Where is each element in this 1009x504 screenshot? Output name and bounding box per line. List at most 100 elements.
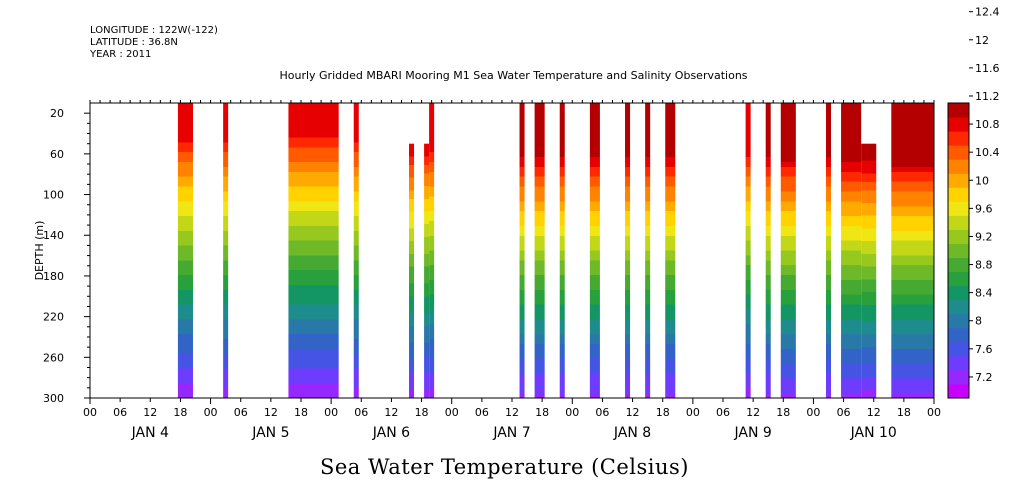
colorbar-label: 7.6 bbox=[975, 343, 993, 356]
data-segment bbox=[519, 103, 525, 398]
colorbar-band bbox=[948, 131, 969, 146]
x-tick-label: 12 bbox=[505, 406, 519, 419]
data-segment bbox=[424, 143, 430, 398]
colorbar-band bbox=[948, 355, 969, 371]
colorbar-label: 12 bbox=[975, 34, 989, 47]
colorbar-label: 8.8 bbox=[975, 259, 993, 272]
x-tick-label: 12 bbox=[143, 406, 157, 419]
colorbar-band bbox=[948, 383, 969, 399]
data-segment bbox=[625, 103, 631, 398]
data-segment bbox=[589, 103, 600, 398]
day-label: JAN 5 bbox=[251, 425, 289, 441]
colorbar-label: 8 bbox=[975, 315, 982, 328]
colorbar-band bbox=[948, 159, 969, 174]
x-tick-label: 12 bbox=[384, 406, 398, 419]
x-axis-title: Sea Water Temperature (Celsius) bbox=[319, 455, 689, 479]
data-segment bbox=[534, 103, 545, 398]
colorbar-label: 10 bbox=[975, 174, 989, 187]
x-tick-label: 18 bbox=[776, 406, 790, 419]
data-segment bbox=[353, 103, 359, 398]
colorbar-label: 12.4 bbox=[975, 6, 1000, 19]
longitude-label: LONGITUDE : 122W(-122) bbox=[90, 25, 218, 36]
colorbar-label: 7.2 bbox=[975, 371, 993, 384]
colorbar-band bbox=[948, 341, 969, 357]
colorbar-frame bbox=[947, 102, 970, 399]
data-segment bbox=[223, 103, 229, 398]
colorbar-band bbox=[948, 173, 969, 188]
x-tick-label: 06 bbox=[475, 406, 489, 419]
chart-title: Hourly Gridded MBARI Mooring M1 Sea Wate… bbox=[279, 69, 748, 82]
day-label: JAN 10 bbox=[850, 425, 897, 441]
x-tick-label: 00 bbox=[445, 406, 459, 419]
x-tick-label: 00 bbox=[806, 406, 820, 419]
y-tick-label: 20 bbox=[50, 107, 64, 120]
y-tick-label: 260 bbox=[43, 351, 64, 364]
x-tick-label: 18 bbox=[656, 406, 670, 419]
colorbar-band bbox=[948, 103, 969, 118]
data-segment bbox=[765, 103, 771, 398]
data-segment bbox=[665, 103, 676, 398]
x-tick-label: 00 bbox=[324, 406, 338, 419]
day-label: JAN 8 bbox=[613, 425, 651, 441]
colorbar-label: 10.4 bbox=[975, 146, 1000, 159]
data-segment bbox=[288, 103, 339, 398]
x-tick-label: 12 bbox=[746, 406, 760, 419]
colorbar-label: 11.2 bbox=[975, 90, 1000, 103]
x-tick-label: 18 bbox=[535, 406, 549, 419]
latitude-label: LATITUDE : 36.8N bbox=[90, 37, 178, 48]
x-tick-label: 06 bbox=[837, 406, 851, 419]
colorbar-band bbox=[948, 215, 969, 230]
x-tick-label: 18 bbox=[173, 406, 187, 419]
x-tick-label: 18 bbox=[415, 406, 429, 419]
y-axis-label: DEPTH (m) bbox=[33, 221, 46, 281]
x-tick-label: 06 bbox=[113, 406, 127, 419]
x-tick-label: 00 bbox=[565, 406, 579, 419]
data-segment bbox=[780, 103, 796, 398]
y-tick-label: 180 bbox=[43, 270, 64, 283]
y-tick-label: 60 bbox=[50, 148, 64, 161]
data-segment bbox=[891, 103, 934, 398]
x-tick-label: 12 bbox=[867, 406, 881, 419]
y-tick-label: 140 bbox=[43, 229, 64, 242]
y-tick-label: 300 bbox=[43, 392, 64, 405]
data-segment bbox=[861, 143, 877, 398]
year-label: YEAR : 2011 bbox=[90, 49, 152, 60]
x-tick-label: 00 bbox=[927, 406, 941, 419]
colorbar-band bbox=[948, 117, 969, 132]
data-segment bbox=[825, 103, 832, 398]
data-segment bbox=[429, 103, 435, 398]
day-label: JAN 4 bbox=[131, 425, 169, 441]
x-tick-label: 06 bbox=[234, 406, 248, 419]
x-tick-label: 00 bbox=[686, 406, 700, 419]
x-tick-label: 06 bbox=[595, 406, 609, 419]
data-segment bbox=[645, 103, 651, 398]
colorbar-band bbox=[948, 369, 969, 385]
colorbar-band bbox=[948, 257, 969, 273]
colorbar-band bbox=[948, 243, 969, 259]
x-tick-label: 00 bbox=[83, 406, 97, 419]
y-tick-label: 220 bbox=[43, 311, 64, 324]
colorbar-band bbox=[948, 187, 969, 202]
data-segment bbox=[841, 103, 862, 398]
x-tick-label: 12 bbox=[264, 406, 278, 419]
colorbar-band bbox=[948, 145, 969, 160]
colorbar-band bbox=[948, 271, 969, 287]
data-segment bbox=[409, 143, 415, 398]
colorbar-label: 8.4 bbox=[975, 287, 993, 300]
plot-frame bbox=[89, 102, 935, 399]
colorbar-label: 10.8 bbox=[975, 118, 1000, 131]
x-tick-label: 18 bbox=[294, 406, 308, 419]
colorbar-band bbox=[948, 313, 969, 329]
colorbar-band bbox=[948, 201, 969, 216]
colorbar-label: 11.6 bbox=[975, 62, 1000, 75]
y-tick-label: 100 bbox=[43, 189, 64, 202]
x-tick-label: 06 bbox=[716, 406, 730, 419]
colorbar-band bbox=[948, 229, 969, 244]
colorbar-label: 9.6 bbox=[975, 202, 993, 215]
data-segment bbox=[177, 103, 193, 398]
colorbar-label: 9.2 bbox=[975, 230, 993, 243]
x-tick-label: 18 bbox=[897, 406, 911, 419]
colorbar-band bbox=[948, 299, 969, 315]
x-tick-label: 00 bbox=[204, 406, 218, 419]
